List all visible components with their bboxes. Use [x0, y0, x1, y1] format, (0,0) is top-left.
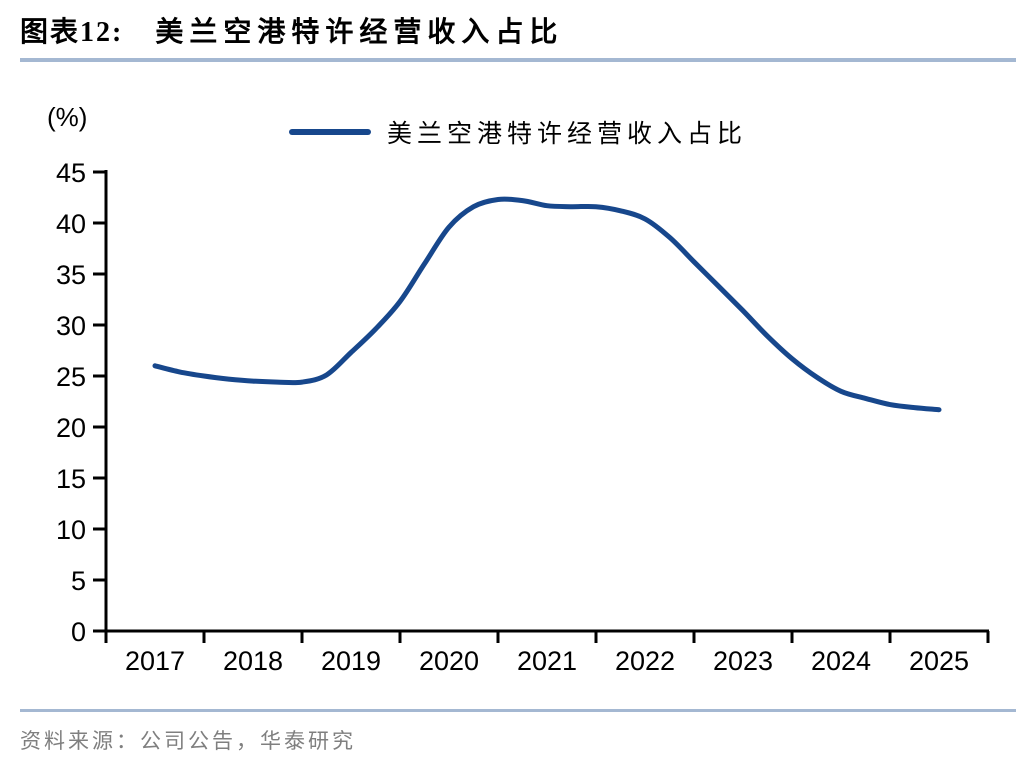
x-tick-label: 2024	[811, 646, 871, 676]
y-tick-label: 40	[56, 209, 86, 239]
x-tick-label: 2017	[125, 646, 185, 676]
figure-title: 美兰空港特许经营收入占比	[155, 17, 564, 48]
x-tick-label: 2023	[713, 646, 773, 676]
x-tick-label: 2019	[321, 646, 381, 676]
y-tick-label: 5	[71, 566, 86, 596]
y-tick-label: 25	[56, 362, 86, 392]
y-tick-label: 35	[56, 260, 86, 290]
x-tick-label: 2025	[909, 646, 969, 676]
figure-footer: 资料来源：公司公告，华泰研究	[20, 709, 1016, 755]
y-tick-label: 45	[56, 158, 86, 188]
series-line	[152, 196, 942, 413]
x-tick-label: 2020	[419, 646, 479, 676]
source-text: 资料来源：公司公告，华泰研究	[20, 729, 356, 753]
y-tick-label: 15	[56, 464, 86, 494]
y-tick-label: 0	[71, 617, 86, 647]
y-tick-label: 30	[56, 311, 86, 341]
y-axis-unit-label: (%)	[47, 102, 88, 132]
y-tick-label: 10	[56, 515, 86, 545]
figure-label: 图表12:	[20, 17, 124, 48]
x-tick-label: 2021	[517, 646, 577, 676]
figure-header: 图表12: 美兰空港特许经营收入占比	[20, 10, 1016, 62]
x-tick-label: 2022	[615, 646, 675, 676]
axes	[93, 170, 990, 643]
x-tick-label: 2018	[223, 646, 283, 676]
y-tick-label: 20	[56, 413, 86, 443]
